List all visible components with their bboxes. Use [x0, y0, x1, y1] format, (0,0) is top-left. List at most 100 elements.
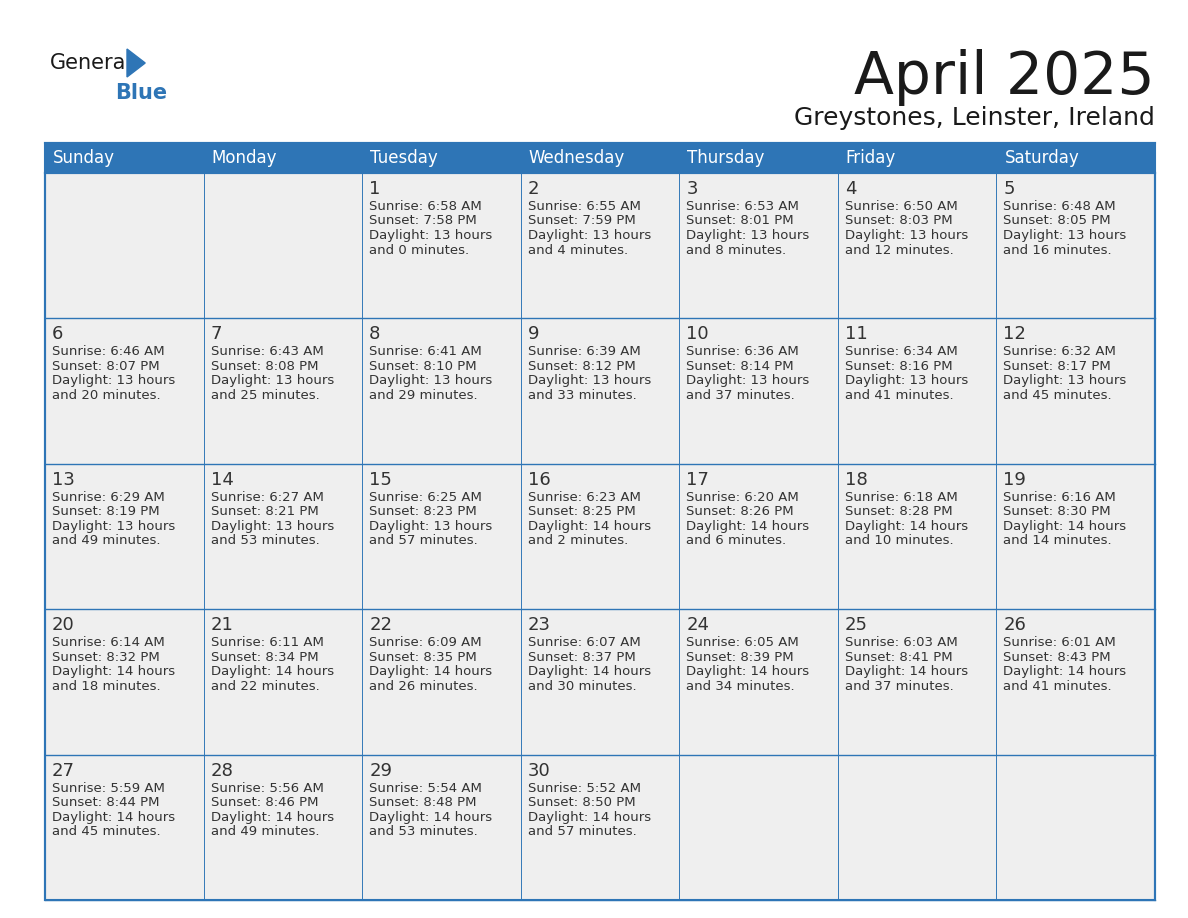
Text: and 12 minutes.: and 12 minutes. [845, 243, 954, 256]
Bar [203, 464, 362, 610]
Text: Sunset: 7:58 PM: Sunset: 7:58 PM [369, 215, 476, 228]
Bar [362, 610, 520, 755]
Bar [520, 610, 680, 755]
Text: Wednesday: Wednesday [529, 149, 625, 167]
Text: Friday: Friday [846, 149, 896, 167]
Text: and 20 minutes.: and 20 minutes. [52, 389, 160, 402]
Text: Sunrise: 6:29 AM: Sunrise: 6:29 AM [52, 491, 165, 504]
Text: and 4 minutes.: and 4 minutes. [527, 243, 627, 256]
Text: Sunrise: 6:16 AM: Sunrise: 6:16 AM [1004, 491, 1117, 504]
Text: Daylight: 14 hours: Daylight: 14 hours [210, 666, 334, 678]
Bar [45, 173, 203, 319]
Text: Sunrise: 6:41 AM: Sunrise: 6:41 AM [369, 345, 482, 358]
Text: Sunset: 8:14 PM: Sunset: 8:14 PM [687, 360, 794, 373]
Text: Daylight: 13 hours: Daylight: 13 hours [845, 375, 968, 387]
Text: Daylight: 14 hours: Daylight: 14 hours [369, 811, 492, 823]
Bar [362, 464, 520, 610]
Text: and 16 minutes.: and 16 minutes. [1004, 243, 1112, 256]
Text: Daylight: 13 hours: Daylight: 13 hours [1004, 229, 1126, 242]
Bar [680, 610, 838, 755]
Text: Blue: Blue [115, 83, 168, 103]
Bar [838, 319, 997, 464]
Text: Sunset: 8:34 PM: Sunset: 8:34 PM [210, 651, 318, 664]
Text: Sunset: 8:39 PM: Sunset: 8:39 PM [687, 651, 794, 664]
Text: Sunrise: 6:43 AM: Sunrise: 6:43 AM [210, 345, 323, 358]
Bar [520, 464, 680, 610]
Text: Daylight: 13 hours: Daylight: 13 hours [369, 520, 492, 532]
Text: Daylight: 13 hours: Daylight: 13 hours [687, 375, 809, 387]
Text: Sunrise: 6:58 AM: Sunrise: 6:58 AM [369, 200, 482, 213]
Text: Sunrise: 6:32 AM: Sunrise: 6:32 AM [1004, 345, 1117, 358]
Text: Sunset: 8:37 PM: Sunset: 8:37 PM [527, 651, 636, 664]
Text: 10: 10 [687, 325, 709, 343]
Text: Sunset: 8:19 PM: Sunset: 8:19 PM [52, 505, 159, 519]
Text: 13: 13 [52, 471, 75, 488]
Text: Daylight: 13 hours: Daylight: 13 hours [369, 229, 492, 242]
Bar [203, 610, 362, 755]
Text: Sunset: 8:48 PM: Sunset: 8:48 PM [369, 796, 476, 809]
Text: Sunset: 8:26 PM: Sunset: 8:26 PM [687, 505, 794, 519]
Text: Daylight: 14 hours: Daylight: 14 hours [527, 666, 651, 678]
Text: Sunrise: 6:01 AM: Sunrise: 6:01 AM [1004, 636, 1117, 649]
Text: Sunrise: 6:11 AM: Sunrise: 6:11 AM [210, 636, 323, 649]
Text: and 45 minutes.: and 45 minutes. [1004, 389, 1112, 402]
Text: and 49 minutes.: and 49 minutes. [52, 534, 160, 547]
Text: 6: 6 [52, 325, 63, 343]
Bar [680, 319, 838, 464]
Text: Daylight: 13 hours: Daylight: 13 hours [210, 520, 334, 532]
Text: Thursday: Thursday [688, 149, 765, 167]
Bar [203, 173, 362, 319]
Text: 8: 8 [369, 325, 380, 343]
Bar [45, 755, 203, 900]
Text: Sunrise: 6:36 AM: Sunrise: 6:36 AM [687, 345, 800, 358]
Bar [997, 464, 1155, 610]
Text: and 8 minutes.: and 8 minutes. [687, 243, 786, 256]
Text: 29: 29 [369, 762, 392, 779]
Text: Sunset: 8:35 PM: Sunset: 8:35 PM [369, 651, 476, 664]
Text: Sunset: 8:17 PM: Sunset: 8:17 PM [1004, 360, 1111, 373]
Bar [520, 319, 680, 464]
Text: and 29 minutes.: and 29 minutes. [369, 389, 478, 402]
Text: 3: 3 [687, 180, 697, 198]
Text: Sunrise: 6:34 AM: Sunrise: 6:34 AM [845, 345, 958, 358]
Text: Daylight: 13 hours: Daylight: 13 hours [1004, 375, 1126, 387]
Text: Sunset: 8:43 PM: Sunset: 8:43 PM [1004, 651, 1111, 664]
Bar [997, 610, 1155, 755]
Text: Daylight: 14 hours: Daylight: 14 hours [52, 666, 175, 678]
Text: 5: 5 [1004, 180, 1015, 198]
Text: 25: 25 [845, 616, 868, 634]
Text: Sunset: 8:16 PM: Sunset: 8:16 PM [845, 360, 953, 373]
Text: Sunrise: 6:18 AM: Sunrise: 6:18 AM [845, 491, 958, 504]
Text: and 0 minutes.: and 0 minutes. [369, 243, 469, 256]
Text: and 6 minutes.: and 6 minutes. [687, 534, 786, 547]
Bar [680, 464, 838, 610]
Text: Sunrise: 5:52 AM: Sunrise: 5:52 AM [527, 781, 640, 795]
Bar [203, 319, 362, 464]
Bar [362, 173, 520, 319]
Text: Sunset: 8:46 PM: Sunset: 8:46 PM [210, 796, 318, 809]
Text: and 57 minutes.: and 57 minutes. [369, 534, 478, 547]
Text: Daylight: 14 hours: Daylight: 14 hours [527, 520, 651, 532]
Bar [838, 464, 997, 610]
Bar [45, 143, 1155, 900]
Text: and 49 minutes.: and 49 minutes. [210, 825, 320, 838]
Text: Sunrise: 6:39 AM: Sunrise: 6:39 AM [527, 345, 640, 358]
Text: 27: 27 [52, 762, 75, 779]
Bar [45, 464, 203, 610]
Text: and 30 minutes.: and 30 minutes. [527, 679, 637, 693]
Text: Sunset: 8:25 PM: Sunset: 8:25 PM [527, 505, 636, 519]
Text: Sunrise: 6:14 AM: Sunrise: 6:14 AM [52, 636, 165, 649]
Text: 26: 26 [1004, 616, 1026, 634]
Text: 15: 15 [369, 471, 392, 488]
Bar [520, 173, 680, 319]
Text: 2: 2 [527, 180, 539, 198]
Bar [838, 173, 997, 319]
Bar [45, 610, 203, 755]
Text: Sunrise: 6:27 AM: Sunrise: 6:27 AM [210, 491, 323, 504]
Text: 17: 17 [687, 471, 709, 488]
Text: 11: 11 [845, 325, 867, 343]
Text: Sunset: 8:30 PM: Sunset: 8:30 PM [1004, 505, 1111, 519]
Text: Sunrise: 6:46 AM: Sunrise: 6:46 AM [52, 345, 165, 358]
Text: Sunrise: 6:50 AM: Sunrise: 6:50 AM [845, 200, 958, 213]
Text: 24: 24 [687, 616, 709, 634]
